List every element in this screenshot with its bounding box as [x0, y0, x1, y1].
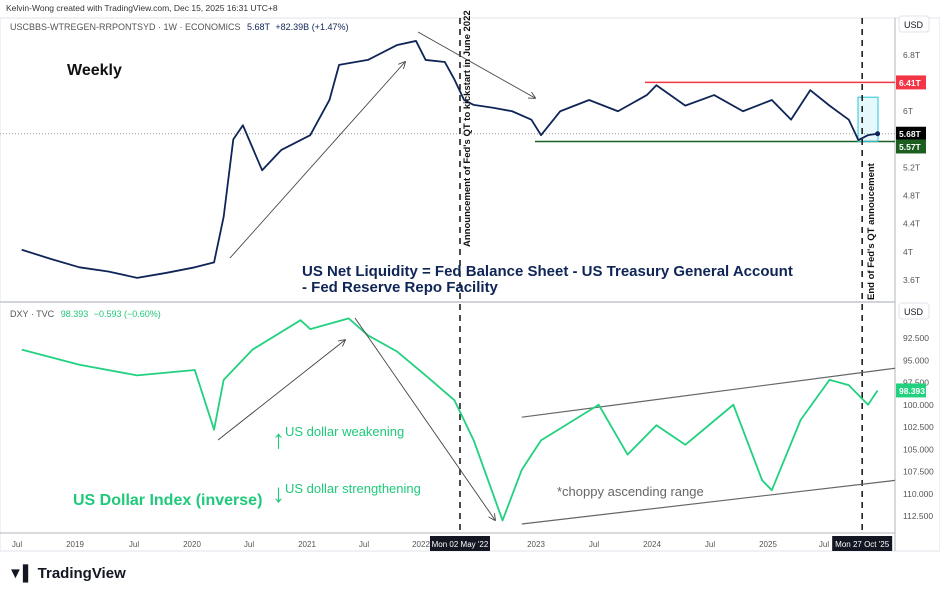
tradingview-logo[interactable]: ▼▌ TradingView [8, 565, 126, 582]
bottom-price-tick: 97.500 [903, 378, 929, 388]
bottom-change: −0.593 (−0.60%) [93, 309, 161, 319]
top-price-tick: 6T [903, 106, 913, 116]
bottom-currency-button [898, 302, 930, 320]
last-price-label: 5.68T [899, 129, 922, 139]
trend-arrow-2 [417, 31, 535, 98]
bottom-price-tick: 102.500 [903, 422, 934, 432]
trend-arrow-1 [229, 62, 405, 259]
time-tick: 2025 [759, 540, 777, 549]
trend-arrow-4 [354, 317, 495, 520]
top-last: 5.68T [247, 22, 270, 32]
formula-line-1: US Net Liquidity = Fed Balance Sheet - U… [302, 263, 793, 280]
resistance-price-label: 6.41T [899, 78, 922, 88]
support-price-label: 5.57T [899, 142, 922, 152]
weakening-label: US dollar weakening [285, 424, 404, 439]
range-label: *choppy ascending range [557, 484, 704, 499]
dxy-price-label-bg [896, 383, 926, 398]
top-price-tick: 6.8T [903, 50, 920, 60]
time-tick: 2019 [66, 540, 84, 549]
time-tick: 2024 [643, 540, 661, 549]
top-legend: USCBBS-WTREGEN-RRPONTSYD · 1W · ECONOMIC… [10, 22, 348, 32]
time-marker-2-bg [832, 536, 893, 551]
dxy-series-line [21, 317, 879, 522]
time-marker-1: Mon 02 May '22 [432, 540, 489, 549]
liquidity-series-line [21, 40, 878, 279]
highlight-box [857, 96, 879, 142]
down-arrow-icon: ↓ [272, 478, 285, 508]
up-arrow-icon: ↑ [272, 424, 285, 454]
bottom-price-tick: 95.000 [903, 355, 929, 365]
resistance-price-label-bg [896, 75, 926, 90]
dxy-inverse-label: US Dollar Index (inverse) [73, 492, 262, 509]
formula-line-2: - Fed Reserve Repo Facility [302, 279, 499, 296]
channel-lower-line [521, 479, 896, 525]
top-price-tick: 3.6T [903, 275, 920, 285]
time-tick: Jul [359, 540, 369, 549]
time-tick: Jul [589, 540, 599, 549]
time-tick: 2022 [412, 540, 430, 549]
top-price-tick: 5.2T [903, 162, 920, 172]
logo-mark-icon: ▼▌ [8, 565, 34, 582]
bottom-price-tick: 105.000 [903, 444, 934, 454]
logo-text: TradingView [37, 565, 126, 582]
bottom-price-tick: 92.500 [903, 333, 929, 343]
time-tick: Jul [819, 540, 829, 549]
strengthening-label: US dollar strengthening [285, 481, 421, 496]
bottom-price-tick: 100.000 [903, 400, 934, 410]
bottom-currency-label: USD [904, 307, 924, 317]
time-tick: Jul [705, 540, 715, 549]
time-tick: Jul [244, 540, 254, 549]
last-point-marker [875, 131, 881, 137]
time-tick: Jul [129, 540, 139, 549]
top-price-tick: 4.4T [903, 219, 920, 229]
credit-text: Kelvin-Wong created with TradingView.com… [6, 3, 278, 13]
time-marker-2: Mon 27 Oct '25 [835, 540, 890, 549]
bottom-price-tick: 110.000 [903, 489, 933, 499]
bottom-last: 98.393 [60, 309, 89, 319]
top-currency-label: USD [904, 20, 924, 30]
bottom-price-tick: 112.500 [903, 511, 933, 521]
top-currency-button [898, 15, 930, 33]
top-change: +82.39B (+1.47%) [275, 22, 349, 32]
event-1-annotation: Announcement of Fed's QT to kickstart in… [462, 10, 473, 247]
dxy-price-label: 98.393 [899, 386, 925, 396]
trend-arrow-3 [217, 340, 345, 441]
top-price-tick: 4T [903, 247, 913, 257]
time-tick: Jul [12, 540, 22, 549]
last-price-label-bg [896, 126, 926, 141]
bottom-symbol: DXY · TVC [10, 309, 55, 319]
time-tick: 2023 [527, 540, 545, 549]
event-2-annotation: End of Fed's QT annoucement [866, 162, 877, 300]
weekly-label: Weekly [67, 62, 122, 79]
top-price-tick: 4.8T [903, 191, 920, 201]
top-symbol: USCBBS-WTREGEN-RRPONTSYD · 1W · ECONOMIC… [10, 22, 241, 32]
bottom-legend: DXY · TVC 98.393 −0.593 (−0.60%) [10, 309, 161, 319]
bottom-price-tick: 107.500 [903, 467, 934, 477]
channel-upper-line [521, 367, 896, 418]
time-marker-1-bg [429, 536, 490, 551]
support-price-label-bg [896, 139, 926, 154]
time-tick: 2021 [298, 540, 316, 549]
time-tick: 2020 [183, 540, 201, 549]
